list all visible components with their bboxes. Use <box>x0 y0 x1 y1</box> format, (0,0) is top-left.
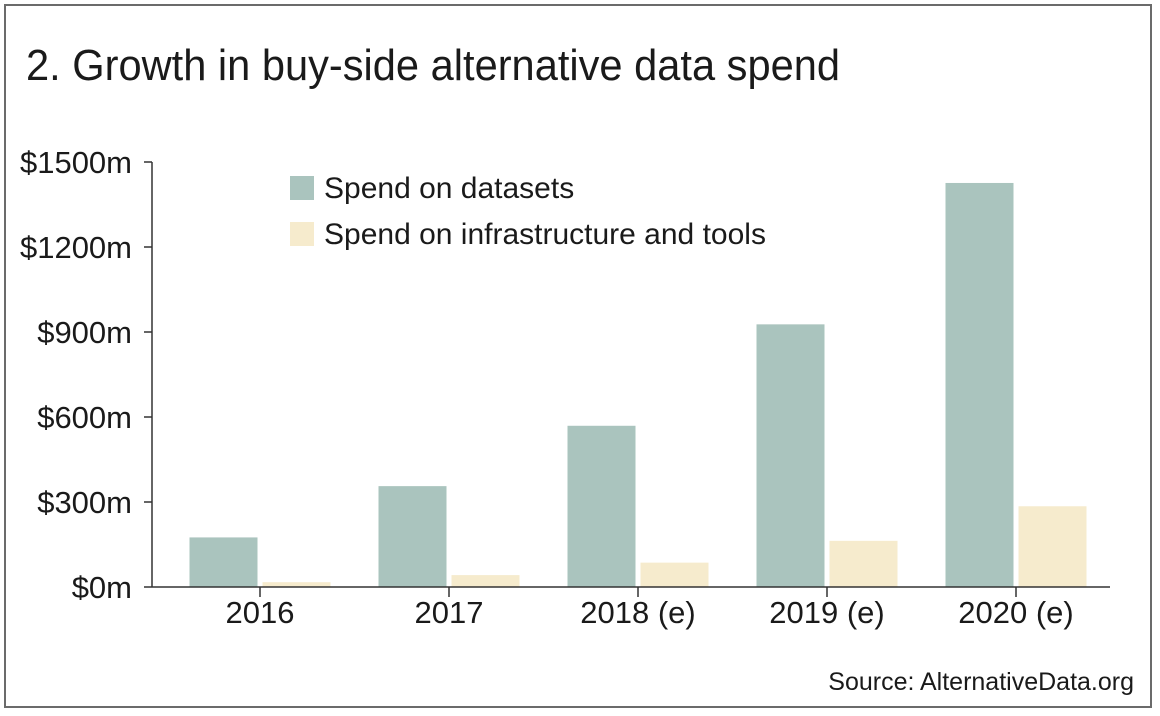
legend-swatch <box>290 222 314 246</box>
x-tick-label: 2019 (e) <box>769 595 884 630</box>
bar-datasets <box>945 182 1014 587</box>
bar-datasets <box>378 486 447 587</box>
y-tick-label: $300m <box>37 485 132 520</box>
chart-frame <box>4 4 1152 708</box>
y-tick-label: $900m <box>37 315 132 350</box>
y-tick-label: $1500m <box>20 145 132 180</box>
source-note: Source: AlternativeData.org <box>828 668 1134 696</box>
bar-datasets <box>567 425 636 587</box>
bar-datasets <box>756 324 825 587</box>
y-tick-label: $1200m <box>20 230 132 265</box>
legend-swatch <box>290 176 314 200</box>
x-tick-label: 2017 <box>415 595 484 630</box>
bar-infrastructure <box>640 562 709 587</box>
y-tick-label: $600m <box>37 400 132 435</box>
bar-infrastructure <box>1018 506 1087 587</box>
chart-title: 2. Growth in buy-side alternative data s… <box>26 41 840 90</box>
bars <box>189 182 1087 587</box>
bar-infrastructure <box>829 540 898 587</box>
x-tick-label: 2018 (e) <box>580 595 695 630</box>
x-tick-label: 2016 <box>226 595 295 630</box>
legend-label: Spend on datasets <box>324 172 574 205</box>
bar-infrastructure <box>262 582 331 587</box>
x-tick-label: 2020 (e) <box>958 595 1073 630</box>
bar-infrastructure <box>451 575 520 587</box>
bar-datasets <box>189 537 258 587</box>
y-axis: $0m $300m $600m $900m $1200m $1500m <box>20 145 153 605</box>
x-axis: 2016 2017 2018 (e) 2019 (e) 2020 (e) <box>152 586 1110 630</box>
legend: Spend on datasets Spend on infrastructure… <box>290 172 766 251</box>
legend-label: Spend on infrastructure and tools <box>324 218 766 251</box>
y-tick-label: $0m <box>72 570 132 605</box>
